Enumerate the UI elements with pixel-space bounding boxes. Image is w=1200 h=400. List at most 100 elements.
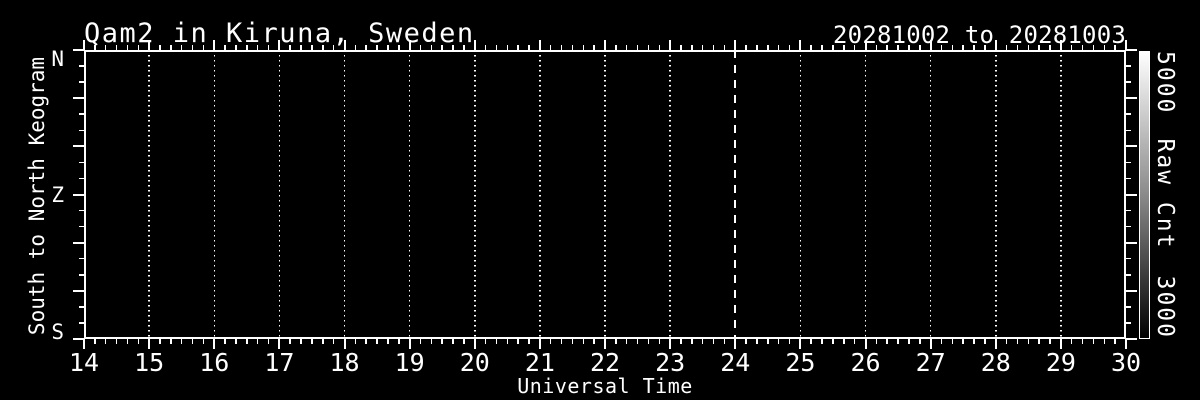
x-minor-tick-bottom [658, 339, 661, 344]
x-minor-tick-bottom [137, 339, 140, 344]
y-minor-tick-right [1126, 322, 1131, 324]
x-major-tick-bottom [1125, 339, 1127, 349]
x-tick-label: 14 [68, 348, 100, 377]
x-minor-tick-bottom [376, 339, 378, 344]
y-minor-tick-right [1126, 306, 1131, 308]
x-minor-tick-bottom [311, 339, 313, 344]
x-minor-tick-bottom [875, 339, 878, 344]
x-minor-tick-bottom [593, 339, 595, 344]
x-minor-tick-bottom [853, 339, 856, 344]
x-tick-label: 28 [980, 348, 1011, 377]
x-minor-tick-bottom [159, 339, 161, 344]
x-major-tick-top [799, 40, 802, 50]
y-minor-tick-right [1126, 225, 1131, 228]
x-minor-tick-bottom [387, 339, 389, 344]
y-minor-tick-right [1126, 161, 1131, 164]
midnight-dashed-line [734, 50, 737, 339]
x-minor-tick-bottom [962, 339, 964, 344]
y-major-tick-right [1126, 97, 1137, 100]
x-minor-tick-bottom [701, 339, 704, 344]
y-major-tick-right [1126, 145, 1137, 148]
x-minor-tick-bottom [1005, 339, 1008, 344]
x-minor-tick-bottom [115, 339, 118, 344]
x-minor-tick-bottom [322, 339, 324, 344]
x-major-tick-bottom [734, 339, 737, 349]
x-major-tick-bottom [994, 339, 997, 349]
x-major-tick-bottom [538, 339, 541, 349]
x-tick-label: 25 [785, 348, 816, 377]
x-minor-tick-bottom [256, 339, 259, 344]
plot-area [84, 50, 1126, 339]
y-major-tick-right [1126, 49, 1137, 51]
y-minor-tick-right [1126, 177, 1131, 180]
x-minor-tick-bottom [919, 339, 921, 344]
x-minor-tick-bottom [354, 339, 357, 344]
y-axis-title: South to North Keogram [25, 56, 49, 336]
y-major-tick-right [1126, 241, 1137, 244]
y-major-tick-right [1126, 193, 1137, 196]
x-minor-tick-bottom [615, 339, 617, 344]
x-minor-tick-bottom [897, 339, 899, 344]
x-minor-tick-bottom [1103, 339, 1106, 344]
x-tick-label: 17 [264, 348, 295, 377]
x-major-tick-bottom [343, 339, 346, 349]
x-minor-tick-bottom [517, 339, 519, 344]
x-major-tick-bottom [148, 339, 151, 349]
y-minor-tick-right [1126, 209, 1131, 212]
x-minor-tick-bottom [843, 339, 845, 344]
x-minor-tick-bottom [810, 339, 812, 344]
x-minor-tick-bottom [984, 339, 986, 344]
x-tick-label: 22 [589, 348, 621, 377]
x-tick-label: 24 [720, 348, 751, 377]
x-tick-label: 23 [655, 348, 686, 377]
x-minor-tick-bottom [788, 339, 791, 344]
x-minor-tick-bottom [680, 339, 682, 344]
colorbar-max-label: 5000 [1152, 51, 1178, 115]
x-minor-tick-bottom [1081, 339, 1084, 344]
x-major-tick-bottom [278, 339, 281, 349]
x-major-tick-bottom [604, 339, 606, 349]
x-minor-tick-bottom [300, 339, 302, 344]
x-major-tick-top [669, 40, 672, 50]
x-minor-tick-bottom [506, 339, 509, 344]
colorbar-title: Raw Cnt [1152, 138, 1178, 250]
x-minor-tick-bottom [365, 339, 367, 344]
x-minor-tick-bottom [832, 339, 834, 344]
x-minor-tick-bottom [430, 339, 433, 344]
x-minor-tick-bottom [745, 339, 747, 344]
x-minor-tick-bottom [1027, 339, 1030, 344]
y-minor-tick-right [1126, 113, 1131, 115]
x-minor-tick-bottom [647, 339, 650, 344]
x-minor-tick-bottom [1038, 339, 1040, 344]
x-minor-tick-bottom [528, 339, 530, 344]
plot-title: Qam2 in Kiruna, Sweden [84, 18, 475, 49]
x-minor-tick-bottom [94, 339, 96, 344]
x-minor-tick-bottom [419, 339, 422, 344]
x-minor-tick-bottom [723, 339, 726, 344]
x-minor-tick-bottom [940, 339, 943, 344]
x-major-tick-top [734, 40, 737, 50]
x-major-tick-bottom [408, 339, 411, 349]
x-minor-tick-bottom [560, 339, 563, 344]
x-minor-tick-bottom [549, 339, 552, 344]
x-minor-tick-bottom [246, 339, 248, 344]
x-minor-tick-bottom [104, 339, 107, 344]
x-minor-tick-bottom [767, 339, 769, 344]
x-minor-tick-bottom [224, 339, 226, 344]
colorbar-min-label: 3000 [1152, 275, 1178, 339]
x-minor-tick-bottom [636, 339, 639, 344]
y-major-tick-left [73, 49, 84, 51]
x-minor-tick-bottom [571, 339, 574, 344]
x-minor-tick-bottom [712, 339, 715, 344]
x-minor-tick-bottom [821, 339, 823, 344]
x-tick-label: 26 [850, 348, 881, 377]
x-minor-tick-bottom [1049, 339, 1051, 344]
x-minor-tick-bottom [625, 339, 628, 344]
x-minor-tick-bottom [973, 339, 975, 344]
y-major-tick-right [1126, 289, 1137, 292]
x-minor-tick-bottom [1070, 339, 1073, 344]
x-tick-label: 20 [459, 348, 490, 377]
x-tick-label: 19 [394, 348, 425, 377]
x-minor-tick-bottom [1114, 339, 1116, 344]
x-major-tick-bottom [669, 339, 672, 349]
